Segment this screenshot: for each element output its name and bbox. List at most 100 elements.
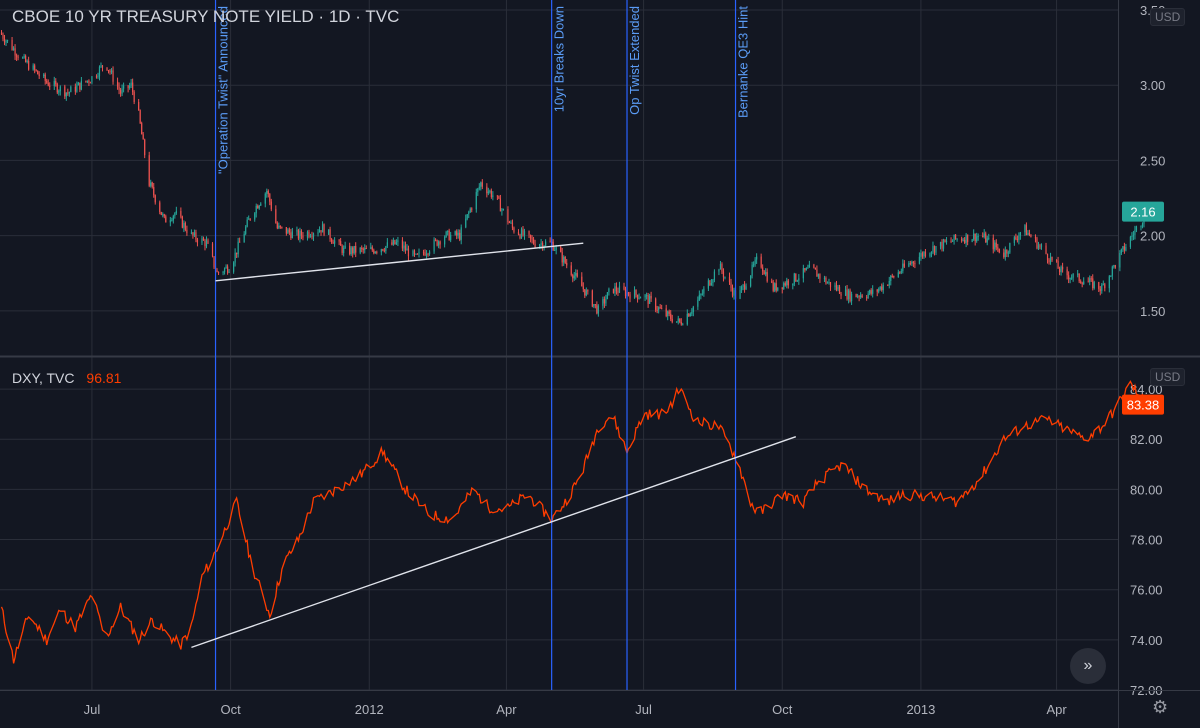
- candle-body: [1083, 281, 1085, 285]
- yield-candle: [321, 221, 324, 233]
- candle-body: [1007, 252, 1009, 254]
- candle-body: [639, 297, 642, 299]
- yield-candle: [425, 250, 428, 259]
- yield-candle: [14, 44, 16, 60]
- yield-candle: [1071, 274, 1073, 280]
- yield-candle: [49, 82, 51, 91]
- candle-body: [349, 245, 351, 255]
- yield-candle: [766, 268, 768, 283]
- yield-candle: [139, 109, 141, 125]
- candle-body: [383, 250, 385, 252]
- dxy-currency-badge: USD: [1150, 368, 1186, 386]
- yield-candle: [697, 296, 699, 310]
- yield-candle: [617, 287, 619, 296]
- scroll-to-realtime-button[interactable]: »: [1070, 648, 1106, 684]
- yield-candle: [264, 192, 266, 208]
- candle-body: [647, 295, 649, 304]
- candle-body: [418, 252, 420, 254]
- candle-body: [929, 253, 931, 257]
- candle-body: [0, 32, 3, 35]
- yield-candle: [86, 80, 89, 84]
- candle-body: [623, 286, 625, 290]
- yield-candle: [828, 278, 830, 285]
- candle-body: [982, 236, 984, 238]
- candle-body: [1055, 260, 1058, 262]
- yield-candle: [64, 84, 66, 100]
- candle-body: [471, 208, 473, 210]
- yield-candle: [490, 188, 492, 199]
- yield-candle: [760, 253, 762, 269]
- yield-candle: [689, 312, 691, 317]
- yield-candle: [635, 289, 637, 298]
- x-tick-label: Jul: [635, 702, 652, 717]
- yield-candle: [460, 224, 462, 245]
- candle-body: [633, 289, 636, 299]
- candle-body: [47, 82, 49, 86]
- candle-body: [977, 236, 979, 238]
- candle-body: [1080, 281, 1082, 283]
- candle-body: [903, 263, 905, 267]
- yield-candle: [150, 179, 152, 188]
- yield-candle: [288, 227, 290, 235]
- yield-candle: [1048, 258, 1050, 265]
- yield-candle: [95, 74, 98, 79]
- yield-candle: [376, 250, 378, 255]
- yield-candle: [246, 216, 248, 228]
- candle-body: [91, 76, 93, 83]
- x-tick-label: Oct: [772, 702, 793, 717]
- yield-candle: [529, 234, 532, 243]
- yield-candle: [391, 239, 393, 246]
- yield-candle: [994, 240, 996, 252]
- candle-body: [679, 318, 681, 322]
- yield-candle: [1058, 266, 1061, 276]
- candle-body: [876, 289, 878, 292]
- candle-body: [1072, 273, 1074, 278]
- yield-candle: [647, 292, 649, 308]
- candle-body: [775, 283, 777, 291]
- yield-candle: [1024, 224, 1026, 236]
- yield-candle: [236, 252, 238, 258]
- candle-body: [918, 256, 921, 264]
- candle-body: [236, 252, 238, 255]
- yield-candle: [971, 238, 973, 243]
- candle-body: [370, 247, 372, 249]
- yield-candle: [602, 296, 604, 310]
- yield-candle: [826, 281, 829, 284]
- candle-body: [701, 293, 703, 295]
- yield-candle: [977, 233, 979, 241]
- candle-body: [270, 201, 272, 210]
- candle-body: [985, 233, 987, 243]
- yield-candle: [743, 281, 746, 293]
- candle-body: [1131, 236, 1133, 238]
- yield-candle: [275, 205, 277, 224]
- yield-candle: [1027, 230, 1029, 236]
- yield-candle: [70, 85, 72, 93]
- yield-candle: [677, 315, 679, 325]
- yield-candle: [439, 240, 441, 249]
- yield-candle: [1135, 225, 1138, 233]
- candle-body: [899, 272, 901, 274]
- candle-body: [122, 85, 125, 89]
- candle-body: [962, 239, 964, 241]
- gear-icon[interactable]: ⚙: [1152, 697, 1169, 717]
- candle-body: [646, 295, 648, 297]
- yield-candle: [1019, 231, 1021, 240]
- yield-candle: [964, 237, 966, 244]
- candle-body: [2, 34, 4, 39]
- candle-body: [1108, 276, 1110, 289]
- candle-body: [860, 295, 862, 298]
- candle-body: [226, 266, 229, 273]
- candle-body: [162, 214, 164, 216]
- candle-body: [682, 324, 684, 326]
- candle-body: [661, 308, 663, 310]
- yield-candle: [427, 252, 429, 257]
- candle-body: [837, 286, 839, 290]
- candle-body: [754, 259, 756, 265]
- candle-body: [80, 80, 82, 90]
- candle-body: [658, 307, 660, 310]
- yield-candle: [638, 293, 640, 300]
- y-tick-label: 3.00: [1140, 78, 1165, 93]
- yield-candle: [532, 236, 535, 245]
- candle-body: [202, 238, 205, 241]
